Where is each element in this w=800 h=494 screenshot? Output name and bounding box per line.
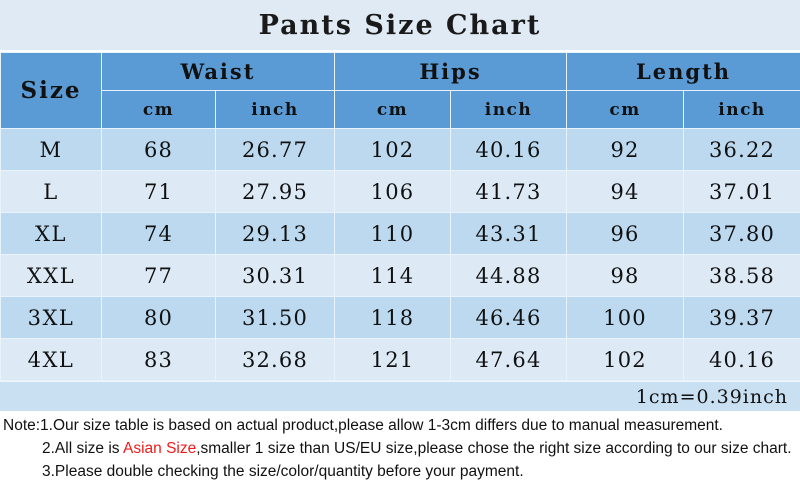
cell-length-inch: 37.01 [683,170,800,213]
note-line-2: 2.All size is Asian Size,smaller 1 size … [0,438,800,461]
cell-hips-cm: 114 [334,254,451,297]
cell-length-inch: 40.16 [683,338,800,381]
cell-length-cm: 100 [566,296,685,339]
header-group-hips: Hips [333,52,568,91]
header-unit-waist-cm: cm [101,90,216,129]
cell-waist-cm: 71 [101,170,216,213]
table-row: M 68 26.77 102 40.16 92 36.22 [0,128,800,171]
cell-size: XXL [0,254,102,297]
table-body: M 68 26.77 102 40.16 92 36.22 L 71 27.95… [0,128,800,381]
cell-hips-cm: 110 [334,212,451,255]
header-unit-hips-cm: cm [334,90,451,129]
cell-hips-inch: 41.73 [449,170,568,213]
cell-waist-cm: 77 [101,254,216,297]
table-row: XXL 77 30.31 114 44.88 98 38.58 [0,254,800,297]
cell-hips-inch: 43.31 [449,212,568,255]
table-header: Size Waist Hips Length cm inch cm inch c… [0,52,800,129]
note-line-3: 3.Please double checking the size/color/… [42,462,524,480]
cell-waist-cm: 68 [101,128,216,171]
note-2-prefix: 2.All size is [42,439,123,457]
cell-length-inch: 39.37 [683,296,800,339]
cell-size: L [0,170,102,213]
cell-hips-inch: 40.16 [449,128,568,171]
cell-hips-cm: 121 [334,338,451,381]
cell-size: 3XL [0,296,102,339]
note-line-1: Note:1.Our size table is based on actual… [3,417,723,434]
note-2-suffix: ,smaller 1 size than US/EU size,please c… [196,439,792,457]
table-row: 3XL 80 31.50 118 46.46 100 39.37 [0,296,800,339]
cell-hips-inch: 47.64 [449,338,568,381]
cell-waist-inch: 26.77 [215,128,335,171]
cell-waist-inch: 32.68 [215,338,335,381]
notes-section: Note:1.Our size table is based on actual… [0,411,800,484]
conversion-note: 1cm=0.39inch [635,385,788,408]
cell-hips-inch: 46.46 [449,296,568,339]
cell-length-inch: 36.22 [683,128,800,171]
header-size: Size [0,52,102,129]
conversion-band: 1cm=0.39inch [0,381,800,411]
note-2-highlight: Asian Size [122,439,197,457]
cell-waist-inch: 30.31 [215,254,335,297]
cell-length-inch: 38.58 [683,254,800,297]
cell-waist-inch: 27.95 [215,170,335,213]
cell-waist-inch: 31.50 [215,296,335,339]
cell-hips-cm: 102 [334,128,451,171]
cell-size: 4XL [0,338,102,381]
cell-length-cm: 92 [566,128,685,171]
cell-hips-cm: 106 [334,170,451,213]
size-chart-table: Size Waist Hips Length cm inch cm inch c… [0,52,800,381]
cell-waist-cm: 80 [101,296,216,339]
table-row: XL 74 29.13 110 43.31 96 37.80 [0,212,800,255]
cell-waist-cm: 74 [101,212,216,255]
table-row: L 71 27.95 106 41.73 94 37.01 [0,170,800,213]
header-row-groups: Size Waist Hips Length [0,52,800,129]
page-title: Pants Size Chart [258,9,542,41]
cell-length-cm: 94 [566,170,685,213]
cell-size: XL [0,212,102,255]
header-unit-hips-inch: inch [449,90,568,129]
cell-hips-inch: 44.88 [449,254,568,297]
cell-length-inch: 37.80 [683,212,800,255]
cell-length-cm: 102 [566,338,685,381]
header-unit-length-cm: cm [566,90,685,129]
cell-waist-inch: 29.13 [215,212,335,255]
header-group-length: Length [566,52,800,91]
title-band: Pants Size Chart [0,0,800,52]
header-unit-length-inch: inch [683,90,800,129]
cell-size: M [0,128,102,171]
header-unit-waist-inch: inch [215,90,335,129]
cell-length-cm: 96 [566,212,685,255]
cell-waist-cm: 83 [101,338,216,381]
table-row: 4XL 83 32.68 121 47.64 102 40.16 [0,338,800,381]
header-group-waist: Waist [101,52,335,91]
cell-length-cm: 98 [566,254,685,297]
cell-hips-cm: 118 [334,296,451,339]
header-row-units: cm inch cm inch cm inch [1,90,800,129]
